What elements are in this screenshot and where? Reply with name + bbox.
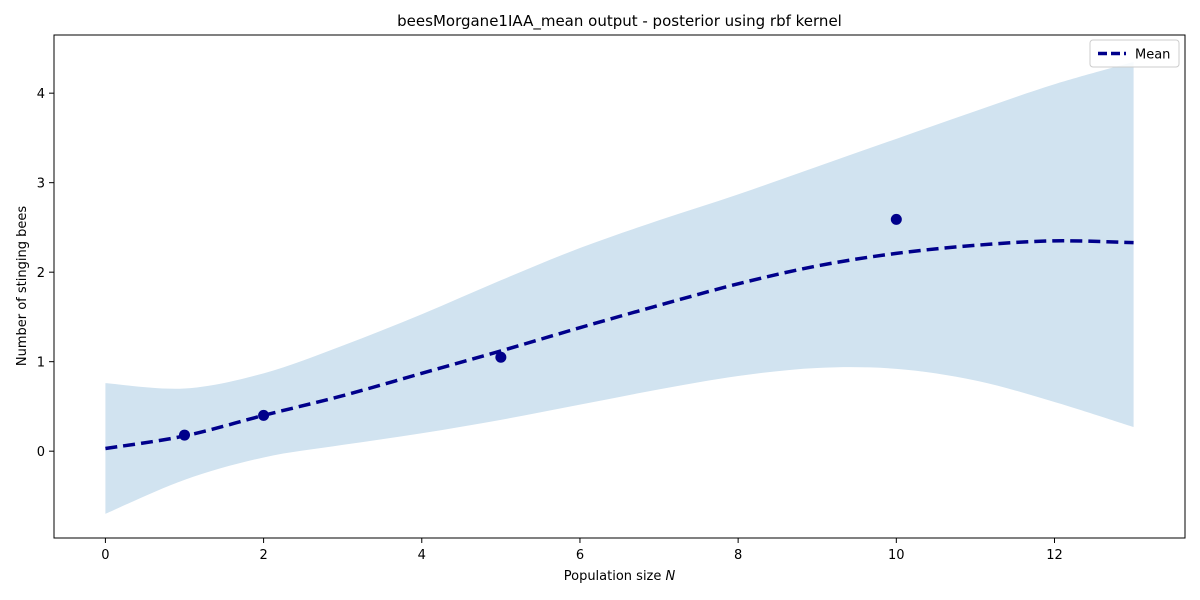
x-tick-label: 8 [734,548,742,563]
y-axis-label: Number of stinging bees [15,206,30,366]
x-tick-label: 10 [888,548,905,563]
y-tick-label: 3 [37,177,45,192]
y-tick-label: 0 [37,445,45,460]
chart-title: beesMorgane1IAA_mean output - posterior … [397,12,842,31]
x-tick-label: 2 [259,548,267,563]
y-tick-label: 4 [37,87,45,102]
x-ticks: 0 2 4 6 8 10 12 [101,538,1063,563]
data-point [890,213,902,225]
y-tick-label: 1 [37,356,45,371]
x-tick-label: 12 [1046,548,1063,563]
x-tick-label: 0 [101,548,109,563]
axes [53,34,1186,539]
mean-line [105,239,1134,451]
legend-box [1089,39,1180,68]
data-point [179,429,190,441]
plot-area [105,61,1134,514]
data-point [495,351,507,363]
legend: Mean [1089,39,1180,68]
data-point [258,409,270,421]
plot-frame [53,34,1186,539]
legend-label-mean: Mean [1135,48,1170,63]
x-tick-label: 4 [418,548,426,563]
x-tick-label: 6 [576,548,584,563]
x-axis-label: Population size N [564,569,676,584]
confidence-band [105,61,1134,514]
x-axis-label-text: Population size [564,569,666,584]
x-axis-label-variable: N [666,569,676,584]
y-tick-label: 2 [37,266,45,281]
y-ticks: 0 1 2 3 4 [37,87,54,460]
